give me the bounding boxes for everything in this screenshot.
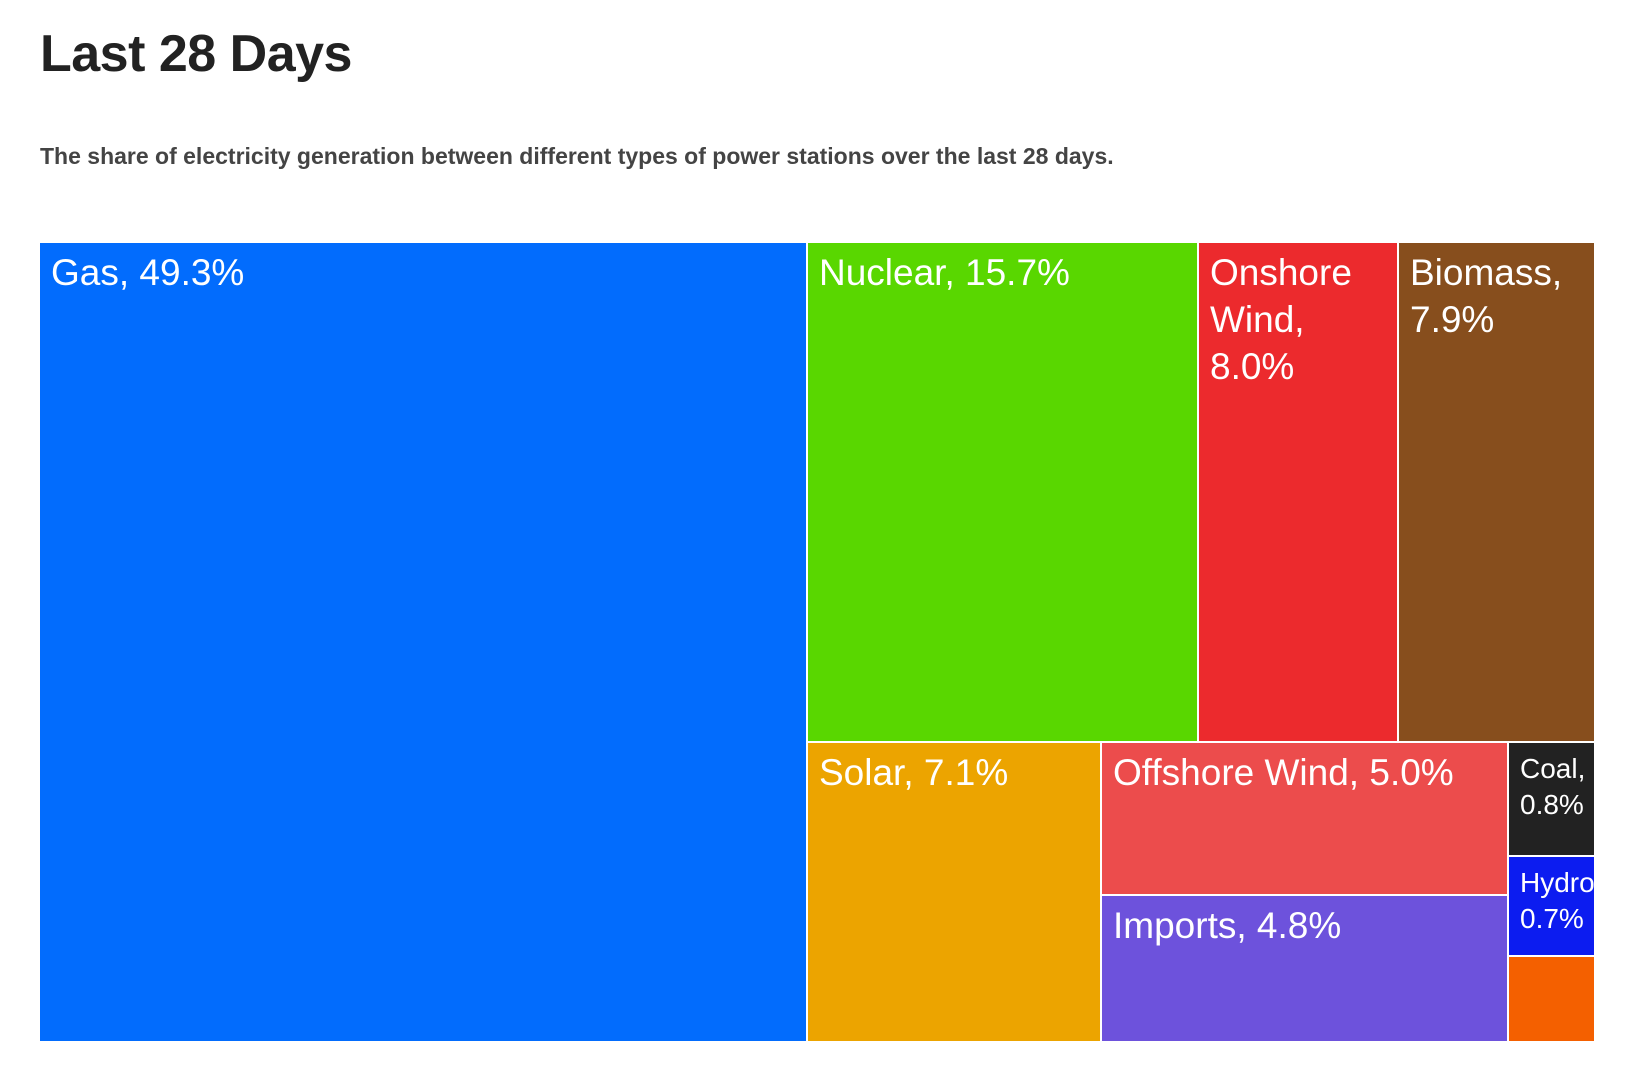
treemap-label-onshore-wind: Onshore Wind, 8.0% xyxy=(1210,252,1352,387)
treemap-tile-biomass[interactable]: Biomass, 7.9% xyxy=(1399,243,1594,741)
treemap-label-imports: Imports, 4.8% xyxy=(1113,905,1342,946)
treemap-label-offshore-wind: Offshore Wind, 5.0% xyxy=(1113,752,1454,793)
treemap-label-nuclear: Nuclear, 15.7% xyxy=(819,252,1070,293)
treemap-label-gas: Gas, 49.3% xyxy=(51,252,245,293)
treemap-tile-imports[interactable]: Imports, 4.8% xyxy=(1102,896,1507,1041)
treemap-label-coal: Coal, 0.8% xyxy=(1520,753,1586,820)
chart-title: Last 28 Days xyxy=(40,25,352,83)
treemap-tile-hydro[interactable]: Hydro, 0.7% xyxy=(1509,857,1594,955)
treemap-tile-solar[interactable]: Solar, 7.1% xyxy=(808,743,1100,1041)
treemap-tile-offshore-wind[interactable]: Offshore Wind, 5.0% xyxy=(1102,743,1507,894)
treemap-label-solar: Solar, 7.1% xyxy=(819,752,1009,793)
treemap-tile-coal[interactable]: Coal, 0.8% xyxy=(1509,743,1594,855)
chart-subtitle: The share of electricity generation betw… xyxy=(40,143,1114,169)
treemap-label-biomass: Biomass, 7.9% xyxy=(1410,252,1563,340)
treemap-tile-gas[interactable]: Gas, 49.3% xyxy=(40,243,806,1041)
treemap-tile-nuclear[interactable]: Nuclear, 15.7% xyxy=(808,243,1197,741)
treemap-chart: Gas, 49.3% Nuclear, 15.7% Onshore Wind, 8.… xyxy=(40,243,1596,1043)
treemap-label-hydro: Hydro, 0.7% xyxy=(1520,867,1594,934)
treemap-tile-onshore-wind[interactable]: Onshore Wind, 8.0% xyxy=(1199,243,1397,741)
treemap-tile-other[interactable] xyxy=(1509,957,1594,1041)
